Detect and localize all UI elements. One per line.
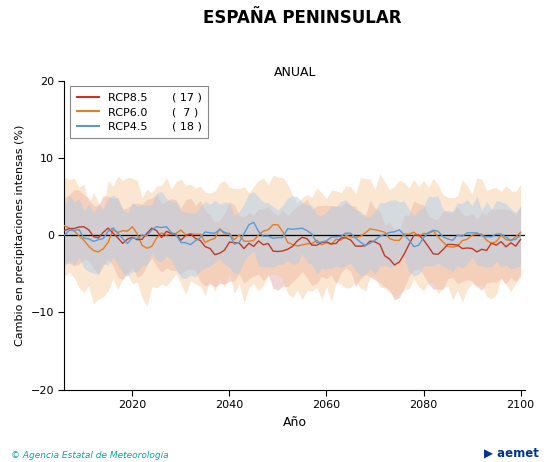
Legend: RCP8.5       ( 17 ), RCP6.0       (  7 ), RCP4.5       ( 18 ): RCP8.5 ( 17 ), RCP6.0 ( 7 ), RCP4.5 ( 18… [70, 86, 208, 139]
Text: ▶ aemet: ▶ aemet [484, 447, 539, 460]
Text: ESPAÑA PENINSULAR: ESPAÑA PENINSULAR [204, 9, 402, 27]
Y-axis label: Cambio en precipitaciones intensas (%): Cambio en precipitaciones intensas (%) [15, 124, 25, 346]
Text: © Agencia Estatal de Meteorología: © Agencia Estatal de Meteorología [11, 451, 169, 460]
X-axis label: Año: Año [283, 415, 307, 429]
Title: ANUAL: ANUAL [274, 67, 316, 79]
